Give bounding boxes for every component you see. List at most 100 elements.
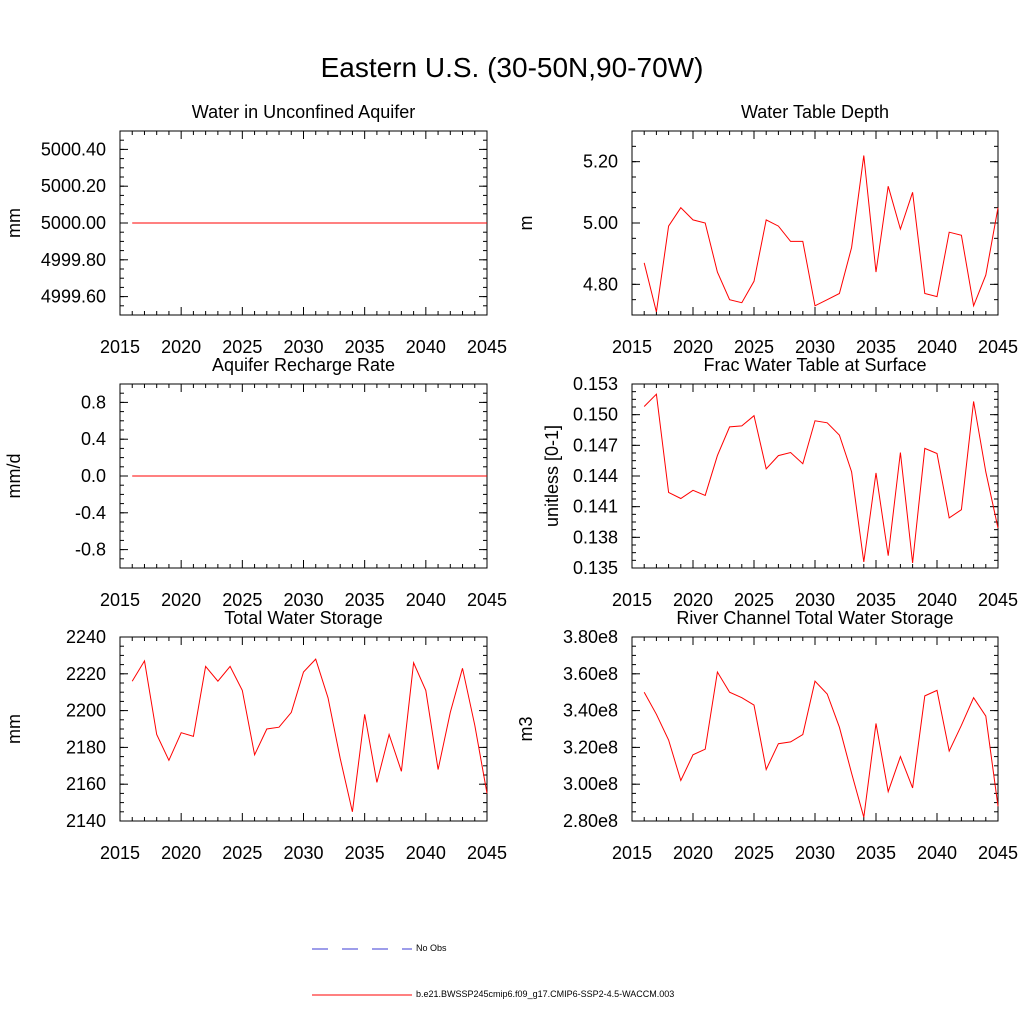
plot-frame <box>631 130 999 316</box>
chart-title: Total Water Storage <box>224 608 382 628</box>
y-axis-label: m3 <box>516 716 536 741</box>
x-tick-label: 2020 <box>673 843 713 863</box>
y-tick-label: 5.00 <box>583 213 618 233</box>
y-tick-label: 0.8 <box>81 392 106 412</box>
chart-water-table-depth: Water Table Depth m 2015 2020 2025 2030 2035 20… <box>516 102 1018 357</box>
x-tick-label: 2015 <box>612 590 652 610</box>
y-tick-label: 3.20e8 <box>563 737 618 757</box>
chart-total-water-storage: Total Water Storage mm 2015 2020 2025 2030 203… <box>4 608 507 863</box>
y-tick-label: 2.80e8 <box>563 811 618 831</box>
y-axis-label: m <box>516 216 536 231</box>
x-tick-label: 2020 <box>673 337 713 357</box>
y-tick-label: 0.144 <box>573 466 618 486</box>
x-tick-label: 2025 <box>222 843 262 863</box>
x-tick-label: 2040 <box>917 337 957 357</box>
y-tick-label: 5000.20 <box>41 176 106 196</box>
y-tick-label: 3.40e8 <box>563 701 618 721</box>
y-tick-label: 4999.80 <box>41 250 106 270</box>
y-tick-label: -0.4 <box>75 503 106 523</box>
x-tick-label: 2025 <box>734 590 774 610</box>
series-line <box>643 155 999 313</box>
y-tick-label: 0.0 <box>81 466 106 486</box>
y-tick-label: 5000.00 <box>41 213 106 233</box>
x-tick-label: 2035 <box>345 337 385 357</box>
y-tick-label: 0.153 <box>573 374 618 394</box>
y-tick-label: -0.8 <box>75 540 106 560</box>
x-tick-label: 2015 <box>612 337 652 357</box>
x-tick-label: 2045 <box>467 843 507 863</box>
y-tick-label: 0.4 <box>81 429 106 449</box>
legend-obs-swatch <box>312 948 412 950</box>
y-tick-label: 2200 <box>66 701 106 721</box>
y-tick-label: 0.150 <box>573 405 618 425</box>
x-tick-label: 2040 <box>406 337 446 357</box>
y-axis-label: unitless [0-1] <box>542 425 562 527</box>
series-line <box>131 658 488 812</box>
y-tick-label: 0.141 <box>573 497 618 517</box>
y-tick-label: 3.60e8 <box>563 664 618 684</box>
chart-recharge-rate: Aquifer Recharge Rate mm/d 2015 2020 2025 203… <box>4 355 507 610</box>
x-tick-label: 2030 <box>795 337 835 357</box>
y-tick-label: 0.135 <box>573 558 618 578</box>
chart-aquifer-water: Water in Unconfined Aquifer mm 2015 2020 202… <box>4 102 507 357</box>
x-tick-label: 2025 <box>222 337 262 357</box>
x-tick-label: 2015 <box>100 590 140 610</box>
x-tick-label: 2040 <box>917 843 957 863</box>
x-tick-label: 2040 <box>406 843 446 863</box>
chart-title: Water Table Depth <box>741 102 889 122</box>
series-line <box>643 393 999 563</box>
y-tick-label: 2220 <box>66 664 106 684</box>
x-tick-label: 2020 <box>161 843 201 863</box>
x-tick-label: 2045 <box>978 843 1018 863</box>
y-tick-label: 0.147 <box>573 435 618 455</box>
y-tick-label: 3.80e8 <box>563 627 618 647</box>
y-tick-label: 4999.60 <box>41 287 106 307</box>
x-tick-label: 2015 <box>100 843 140 863</box>
chart-frac-water-table: Frac Water Table at Surface unitless [0-1… <box>542 355 1018 610</box>
y-tick-label: 5000.40 <box>41 139 106 159</box>
x-tick-label: 2015 <box>612 843 652 863</box>
x-tick-label: 2020 <box>673 590 713 610</box>
legend-model-swatch <box>312 994 412 996</box>
y-tick-label: 5.20 <box>583 152 618 172</box>
x-tick-label: 2020 <box>161 590 201 610</box>
page-title: Eastern U.S. (30-50N,90-70W) <box>320 52 704 83</box>
x-tick-label: 2015 <box>100 337 140 357</box>
x-tick-label: 2025 <box>734 843 774 863</box>
y-tick-label: 2240 <box>66 627 106 647</box>
x-tick-label: 2030 <box>795 590 835 610</box>
plot-frame <box>631 383 999 569</box>
y-axis-label: mm <box>4 714 24 744</box>
x-tick-label: 2035 <box>856 590 896 610</box>
y-tick-label: 2180 <box>66 737 106 757</box>
x-tick-label: 2045 <box>467 337 507 357</box>
x-tick-label: 2035 <box>856 337 896 357</box>
legend-model-label: b.e21.BWSSP245cmip6.f09_g17.CMIP6-SSP2-4… <box>416 989 675 999</box>
x-tick-label: 2035 <box>345 843 385 863</box>
y-axis-label: mm <box>4 208 24 238</box>
x-tick-label: 2045 <box>978 590 1018 610</box>
legend-obs-label: No Obs <box>416 943 447 953</box>
x-tick-label: 2020 <box>161 337 201 357</box>
chart-title: Frac Water Table at Surface <box>703 355 926 375</box>
plot-frame <box>631 636 999 822</box>
chart-river-channel-storage: River Channel Total Water Storage m3 2015 2… <box>516 608 1018 863</box>
y-axis-label: mm/d <box>4 454 24 499</box>
x-tick-label: 2030 <box>283 843 323 863</box>
y-tick-label: 2160 <box>66 774 106 794</box>
x-tick-label: 2030 <box>283 590 323 610</box>
chart-title: Water in Unconfined Aquifer <box>192 102 415 122</box>
y-tick-label: 2140 <box>66 811 106 831</box>
x-tick-label: 2040 <box>406 590 446 610</box>
x-tick-label: 2025 <box>734 337 774 357</box>
x-tick-label: 2035 <box>856 843 896 863</box>
x-tick-label: 2045 <box>978 337 1018 357</box>
y-tick-label: 3.00e8 <box>563 774 618 794</box>
y-tick-label: 0.138 <box>573 527 618 547</box>
x-tick-label: 2030 <box>283 337 323 357</box>
x-tick-label: 2040 <box>917 590 957 610</box>
x-tick-label: 2025 <box>222 590 262 610</box>
x-tick-label: 2030 <box>795 843 835 863</box>
x-tick-label: 2045 <box>467 590 507 610</box>
